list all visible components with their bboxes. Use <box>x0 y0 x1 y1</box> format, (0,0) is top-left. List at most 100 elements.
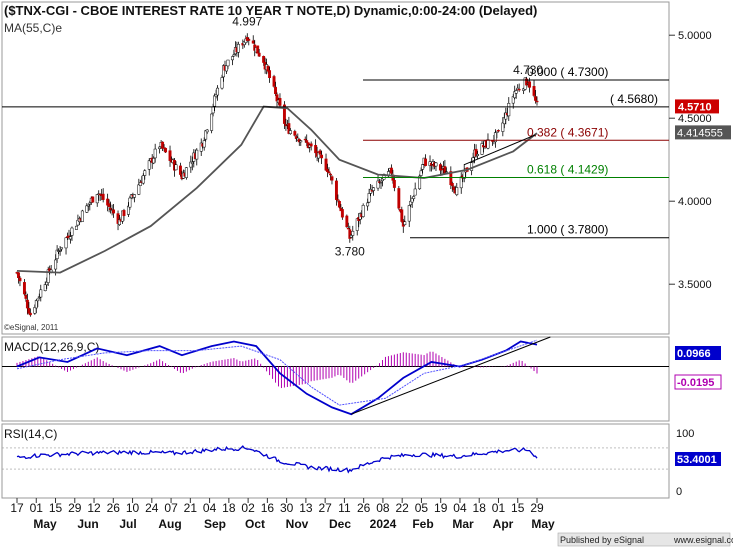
x-tick-label: 27 <box>318 501 332 515</box>
candle-up <box>288 130 292 134</box>
candle-down <box>348 229 352 239</box>
x-tick-label: 18 <box>473 501 487 515</box>
candle-up <box>434 162 438 167</box>
moving-average-line <box>16 105 538 274</box>
candle-up <box>55 249 59 259</box>
x-tick-label: 02 <box>241 501 255 515</box>
candle-up <box>174 164 178 171</box>
price-candles <box>15 33 539 317</box>
price-overlays: 0.000 ( 4.7300)( 4.5680) 0.382 ( 4.3671) 0… <box>2 15 669 274</box>
rsi-y-tick-label: 100 <box>676 428 694 440</box>
x-month-label: Aug <box>158 517 181 531</box>
candle-up <box>85 205 89 213</box>
candle-down <box>330 176 334 181</box>
rsi-title: RSI(14,C) <box>4 427 57 441</box>
candle-up <box>60 247 64 250</box>
candle-up <box>69 236 72 240</box>
ma-label: MA(55,C)e <box>4 21 62 35</box>
candle-down <box>278 98 282 106</box>
candle-up <box>376 180 380 189</box>
candle-down <box>346 227 350 230</box>
candle-down <box>318 150 322 155</box>
price-panel <box>1 1 670 335</box>
candle-down <box>535 100 539 103</box>
candle-up <box>507 103 511 117</box>
candle-up <box>403 221 407 226</box>
candle-down <box>397 188 401 209</box>
candle-down <box>528 81 532 88</box>
x-tick-label: 13 <box>299 501 313 515</box>
candle-up <box>46 269 50 283</box>
x-tick-label: 07 <box>164 501 178 515</box>
candle-up <box>236 44 240 53</box>
candle-up <box>204 130 208 140</box>
candle-down <box>107 203 111 207</box>
x-month-label: Oct <box>245 517 265 531</box>
candle-down <box>452 186 456 191</box>
candle-down <box>400 209 404 222</box>
last-price-box <box>675 99 719 114</box>
x-tick-label: 26 <box>357 501 371 515</box>
candle-up <box>220 77 224 89</box>
macd-hist-box <box>674 374 722 390</box>
candle-down <box>389 167 393 174</box>
price-trendline <box>464 134 536 166</box>
candle-up <box>226 59 230 67</box>
x-tick-label: 19 <box>434 501 448 515</box>
candle-up <box>222 65 225 78</box>
candle-up <box>190 161 194 164</box>
candle-up <box>141 175 145 184</box>
x-tick-label: 12 <box>87 501 101 515</box>
x-tick-label: 04 <box>203 501 217 515</box>
candle-up <box>184 167 188 178</box>
candle-up <box>407 205 411 222</box>
fib-label: 0.618 ( 4.1429) <box>527 162 608 176</box>
candle-down <box>27 308 31 314</box>
candle-up <box>230 56 234 61</box>
x-tick-label: 04 <box>453 501 467 515</box>
candle-down <box>340 209 344 218</box>
candle-up <box>80 210 84 222</box>
x-month-label: Apr <box>493 517 514 531</box>
footer-box <box>557 532 731 547</box>
price-annotation: 3.780 <box>335 245 365 259</box>
candle-down <box>534 96 537 101</box>
candle-up <box>421 164 425 170</box>
candle-up <box>225 65 228 72</box>
x-month-label: Mar <box>452 517 474 531</box>
candle-down <box>18 277 22 282</box>
price-y-tick-label: 4.0000 <box>678 196 712 208</box>
price-y-tick-label: 3.5000 <box>678 279 712 291</box>
candle-down <box>122 210 126 217</box>
candle-up <box>511 96 515 104</box>
x-tick-label: 08 <box>376 501 390 515</box>
candle-down <box>293 131 297 136</box>
candle-down <box>305 140 309 143</box>
candle-down <box>268 70 272 79</box>
candle-down <box>168 150 172 161</box>
candle-down <box>336 199 340 201</box>
candle-up <box>351 230 355 236</box>
candle-up <box>158 146 162 150</box>
x-tick-label: 21 <box>184 501 198 515</box>
price-annotation: 4.997 <box>232 15 262 29</box>
x-tick-label: 26 <box>107 501 121 515</box>
rsi-line <box>16 445 538 474</box>
candle-down <box>251 40 255 44</box>
candle-down <box>91 196 95 203</box>
candle-up <box>33 307 37 314</box>
macd-layer <box>2 336 669 416</box>
candle-down <box>303 138 307 141</box>
x-tick-label: 01 <box>30 501 44 515</box>
candle-up <box>419 170 423 176</box>
rsi-value-label: 53.4001 <box>677 454 717 466</box>
x-tick-label: 29 <box>530 501 544 515</box>
macd-value-box <box>675 346 721 360</box>
candle-up <box>299 140 303 143</box>
watermark: ©eSignal, 2011 <box>4 323 59 332</box>
candle-up <box>379 181 383 184</box>
candle-up <box>501 122 505 132</box>
x-month-label: Jul <box>119 517 136 531</box>
x-tick-label: 01 <box>492 501 506 515</box>
